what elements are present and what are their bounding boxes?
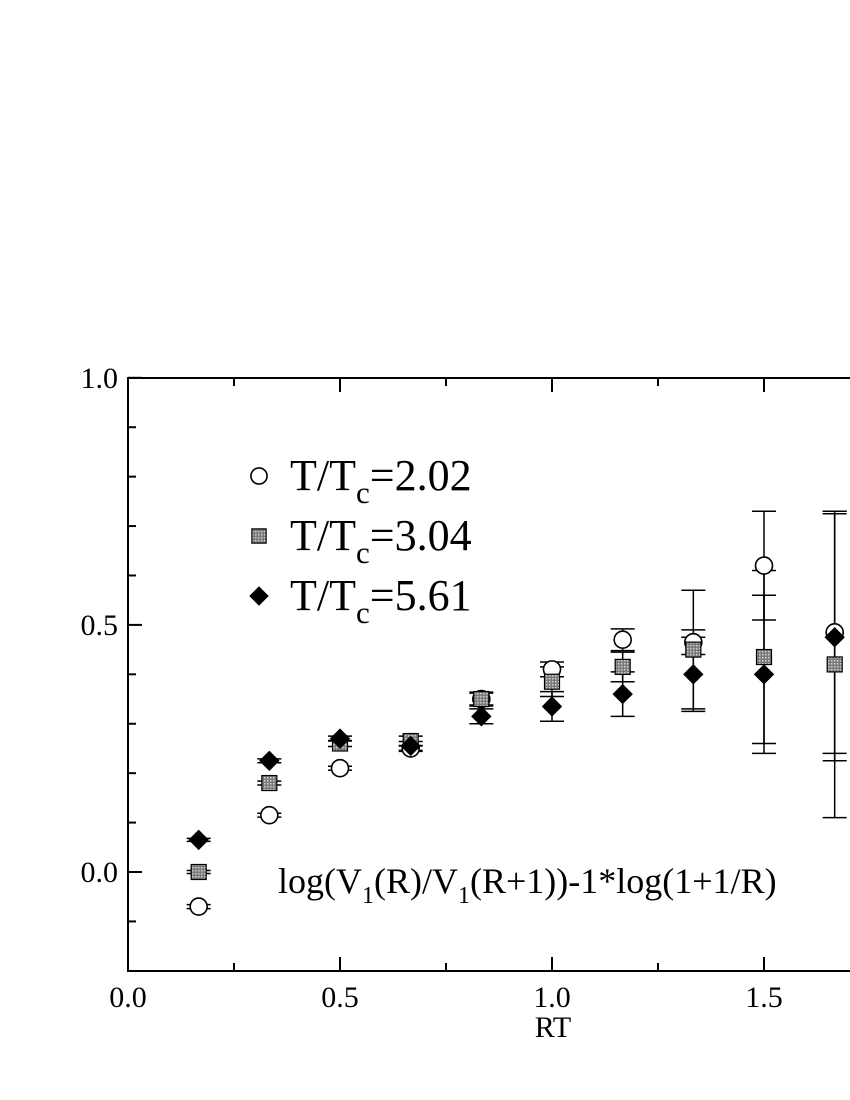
data-point (826, 656, 843, 673)
data-point (259, 750, 280, 772)
y-tick-label: 1.0 (81, 362, 119, 395)
data-point (683, 664, 704, 685)
y-tick-label: 0.0 (81, 856, 119, 889)
data-point (471, 706, 492, 727)
data-point (753, 664, 775, 685)
data-point (189, 897, 208, 916)
data-point (188, 829, 209, 851)
data-point (330, 758, 350, 778)
legend-marker (249, 586, 269, 606)
annotation-formula: log(V1(R)/V1(R+1))-1*log(1+1/R) (278, 861, 777, 909)
data-markers (188, 556, 845, 916)
data-point (755, 648, 773, 666)
x-tick-label: 0.0 (109, 981, 147, 1014)
data-point (261, 774, 278, 792)
data-point (614, 658, 631, 676)
x-tick-label: 1.0 (533, 981, 571, 1014)
error-bars (186, 510, 847, 910)
data-point (685, 641, 702, 658)
data-point (613, 630, 632, 650)
data-point (473, 690, 490, 708)
data-point (754, 556, 774, 575)
data-point (260, 805, 279, 825)
data-point (190, 863, 207, 881)
y-tick-label: 0.5 (81, 609, 119, 642)
legend: T/Tc=2.02T/Tc=3.04T/Tc=5.61 (249, 451, 472, 630)
legend-label: T/Tc=2.02 (290, 451, 472, 510)
data-point (612, 683, 633, 705)
data-point (541, 696, 563, 717)
data-point (329, 728, 351, 749)
legend-label: T/Tc=3.04 (290, 511, 472, 570)
legend-marker (250, 467, 268, 485)
x-tick-label: 1.5 (745, 981, 783, 1014)
axis-ticks: 0.0 0.5 1.0 1.5 0.0 0.5 1.0 (81, 362, 783, 1014)
legend-marker (251, 528, 267, 544)
data-point (543, 673, 561, 690)
x-axis-label: RT (535, 1011, 572, 1044)
legend-label: T/Tc=5.61 (290, 571, 472, 630)
data-point (400, 735, 421, 757)
x-tick-label: 0.5 (321, 981, 359, 1014)
data-point (824, 627, 845, 648)
